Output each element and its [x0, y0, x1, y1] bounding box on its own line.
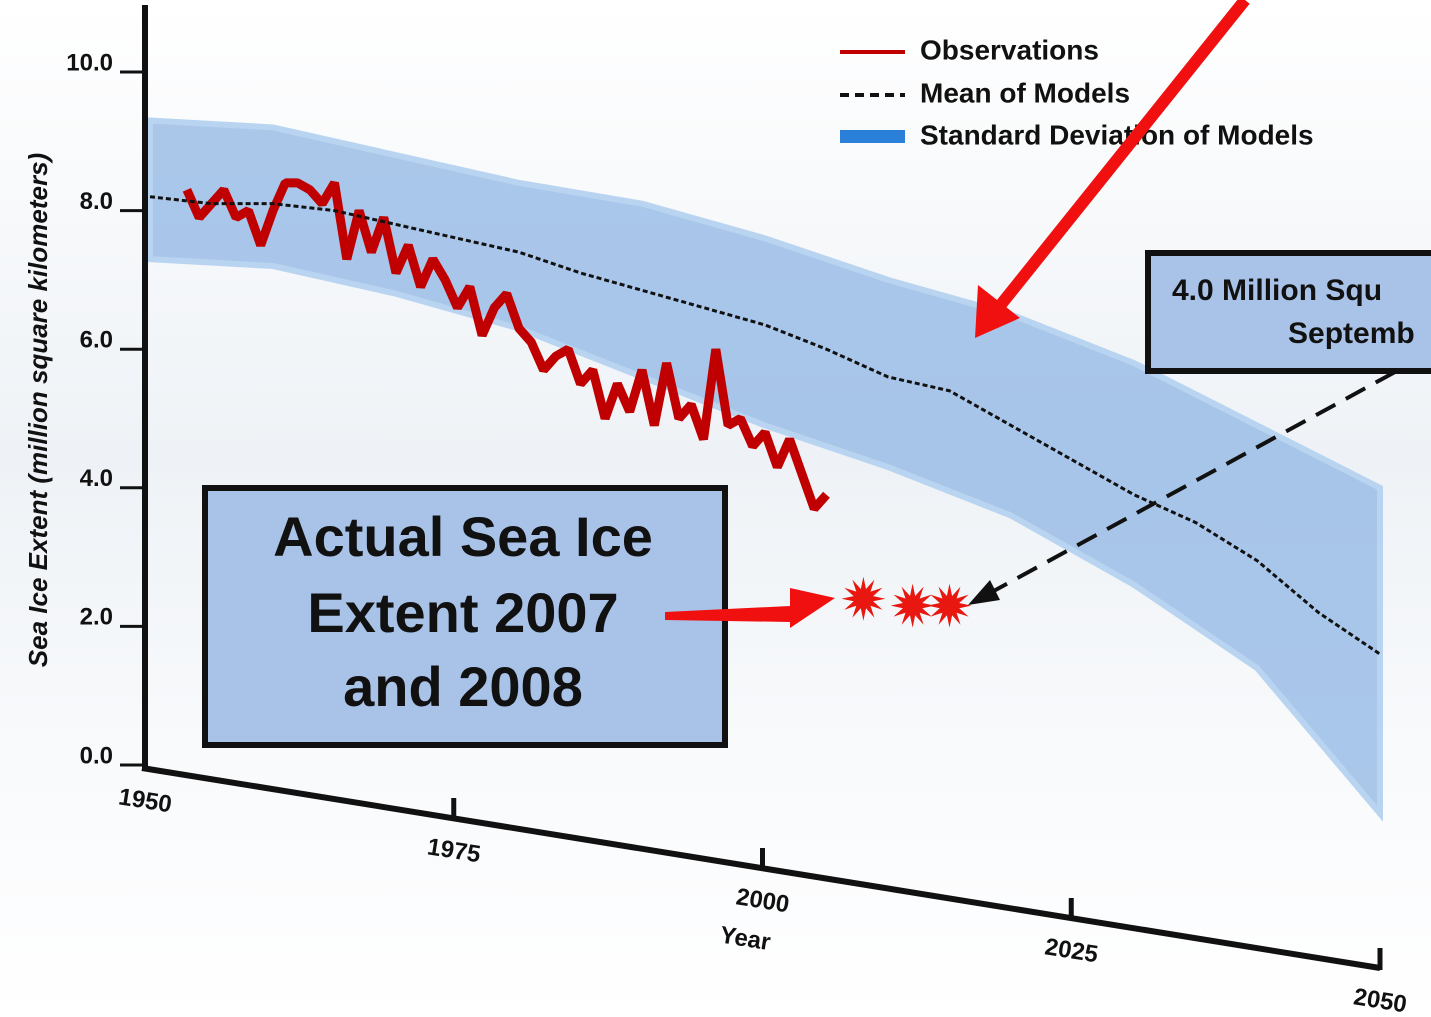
plot-area — [147, 117, 1383, 822]
star-point — [890, 583, 935, 628]
y-tick-label: 6.0 — [80, 327, 113, 354]
legend-label: Standard Deviation of Models — [920, 119, 1314, 150]
y-tick-label: 4.0 — [80, 465, 113, 492]
annotation-box — [202, 485, 728, 748]
y-tick-label: 0.0 — [80, 742, 113, 769]
arrow-head — [975, 285, 1020, 338]
arrow — [989, 370, 1396, 595]
arrow-head — [968, 580, 1000, 605]
annotation-text: and 2008 — [343, 655, 583, 718]
legend-label: Observations — [920, 34, 1099, 65]
annotation-text: Septemb — [1288, 317, 1415, 350]
annotation-box — [1145, 250, 1431, 374]
y-tick-label: 10.0 — [66, 49, 113, 76]
star-point — [927, 583, 972, 628]
legend-label: Mean of Models — [920, 77, 1130, 108]
arrow — [990, 0, 1250, 316]
mean-line — [149, 195, 1381, 656]
observations-line — [182, 178, 830, 512]
legend-swatch — [840, 130, 905, 143]
annotation-text: 4.0 Million Squ — [1172, 274, 1382, 307]
arrow — [665, 588, 835, 628]
y-axis-title: Sea Ice Extent (million square kilometer… — [23, 153, 53, 667]
annotation-text: Extent 2007 — [307, 581, 618, 644]
legend: Observations Mean of Models Standard Dev… — [840, 34, 1314, 150]
annotation-text: Actual Sea Ice — [273, 505, 653, 568]
y-tick-label: 2.0 — [80, 604, 113, 631]
star-point — [841, 576, 886, 621]
y-tick-label: 8.0 — [80, 188, 113, 215]
